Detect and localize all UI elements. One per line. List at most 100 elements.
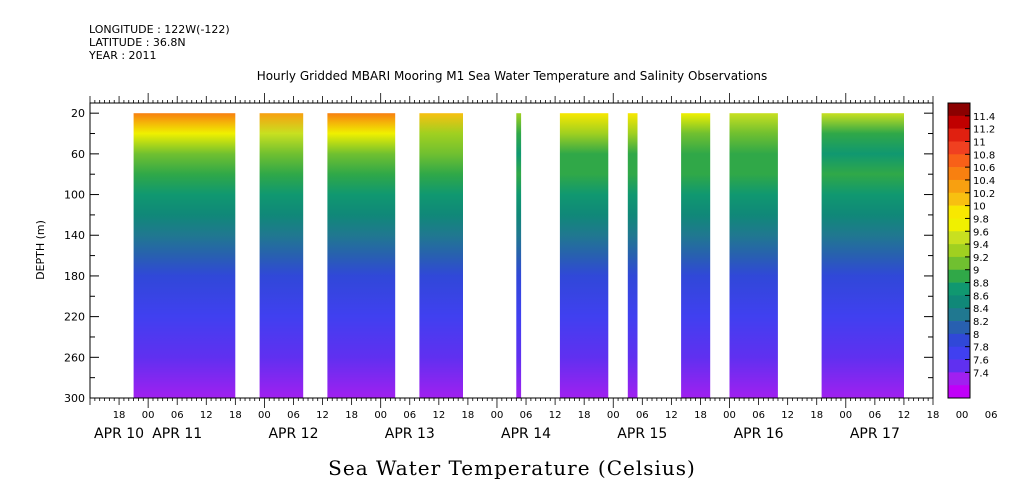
x-hour-label: 12 (549, 410, 562, 421)
y-tick-label: 20 (71, 107, 85, 120)
x-hour-label: 00 (142, 410, 155, 421)
colorbar-swatch (948, 115, 970, 129)
colorbar-label: 10 (973, 202, 986, 213)
year-text: YEAR : 2011 (89, 49, 157, 62)
x-hour-label: 18 (345, 410, 358, 421)
colorbar-frame (947, 102, 971, 399)
colorbar-swatch (948, 321, 970, 335)
colorbar-label: 8.8 (973, 279, 989, 290)
colorbar-swatch (948, 218, 970, 232)
x-hour-label: 18 (462, 410, 475, 421)
colorbar-label: 8.6 (973, 291, 989, 302)
colorbar-swatch (948, 244, 970, 258)
x-hour-label: 06 (752, 410, 765, 421)
colorbar-label: 9.6 (973, 227, 989, 238)
x-day-label: APR 13 (385, 426, 435, 442)
colorbar-swatch (948, 333, 970, 347)
x-hour-label: 18 (229, 410, 242, 421)
latitude-text: LATITUDE : 36.8N (89, 36, 186, 49)
colorbar-swatch (948, 372, 970, 386)
colorbar-swatch (948, 256, 970, 271)
colorbar-swatch (948, 128, 970, 142)
colorbar-swatch (948, 282, 970, 296)
colorbar-swatch (948, 167, 970, 181)
colorbar-label: 10.4 (973, 176, 995, 187)
x-hour-label: 12 (316, 410, 329, 421)
x-hour-label: 00 (607, 410, 620, 421)
colorbar-label: 9.4 (973, 240, 989, 251)
data-segment (133, 113, 236, 398)
chart-title: Hourly Gridded MBARI Mooring M1 Sea Wate… (257, 69, 768, 83)
x-hour-label: 06 (403, 410, 416, 421)
data-segment (516, 113, 522, 398)
bottom-title: Sea Water Temperature (Celsius) (328, 456, 696, 480)
colorbar-swatch (948, 192, 970, 206)
x-hour-label: 18 (694, 410, 707, 421)
x-day-label: APR 14 (501, 426, 551, 442)
x-hour-label: 00 (723, 410, 736, 421)
colorbar-swatch (948, 231, 970, 245)
y-tick-label: 260 (64, 351, 85, 364)
colorbar-swatch (948, 179, 970, 194)
colorbar-label: 10.6 (973, 163, 995, 174)
x-hour-label: 00 (491, 410, 504, 421)
colorbar-label: 7.8 (973, 343, 989, 354)
y-tick-label: 300 (64, 392, 85, 405)
x-day-label: APR 15 (617, 426, 667, 442)
x-hour-label: 18 (927, 410, 940, 421)
colorbar-swatch (948, 141, 970, 155)
x-hour-label: 00 (374, 410, 387, 421)
y-tick-label: 100 (64, 189, 85, 202)
colorbar-label: 11.4 (973, 112, 995, 123)
x-hour-label: 12 (200, 410, 213, 421)
y-axis-label: DEPTH (m) (34, 220, 47, 280)
colorbar-label: 8.4 (973, 304, 989, 315)
data-segment (259, 113, 304, 398)
x-hour-label: 12 (898, 410, 911, 421)
data-segment (821, 113, 904, 398)
x-hour-label: 12 (432, 410, 445, 421)
colorbar-label: 9.2 (973, 253, 989, 264)
x-hour-label: 06 (520, 410, 533, 421)
x-day-label: APR 12 (268, 426, 318, 442)
data-segment (729, 113, 778, 398)
longitude-text: LONGITUDE : 122W(-122) (89, 23, 230, 36)
x-day-label: APR 16 (734, 426, 784, 442)
colorbar-label: 11.2 (973, 125, 995, 136)
x-hour-label: 00 (839, 410, 852, 421)
colorbar-swatch (948, 269, 970, 283)
colorbar-label: 7.6 (973, 356, 989, 367)
x-day-label: APR 17 (850, 426, 900, 442)
colorbar-swatch (948, 103, 970, 117)
x-hour-label: 06 (287, 410, 300, 421)
data-segments (133, 113, 904, 398)
x-hour-label: 00 (956, 410, 969, 421)
data-segment (327, 113, 396, 398)
x-hour-label: 06 (868, 410, 881, 421)
x-hour-label: 06 (171, 410, 184, 421)
colorbar-swatch (948, 308, 970, 322)
x-hour-label: 12 (781, 410, 794, 421)
x-hour-label: 18 (113, 410, 126, 421)
x-day-label: APR 11 (152, 426, 202, 442)
colorbar-label: 9 (973, 266, 979, 277)
colorbar: 11.4 11.211 10.8 10.6 10.4 10.2 109.8 9.6 9.4 9.2… (947, 102, 995, 399)
x-day-label: APR 10 (94, 426, 144, 442)
data-segment (559, 113, 609, 398)
y-tick-label: 220 (64, 311, 85, 324)
data-segment (627, 113, 638, 398)
y-tick-label: 60 (71, 148, 85, 161)
x-hour-label: 06 (985, 410, 998, 421)
colorbar-label: 10.2 (973, 189, 995, 200)
x-hour-label: 18 (578, 410, 591, 421)
colorbar-label: 8 (973, 330, 979, 341)
axis-ticks: 20 60 100 140 180 220 260 300 18 00 06 12 18 00 06 12 18… (64, 93, 998, 442)
colorbar-label: 8.2 (973, 317, 989, 328)
colorbar-label: 7.4 (973, 368, 989, 379)
colorbar-label: 11 (973, 137, 986, 148)
x-hour-label: 12 (665, 410, 678, 421)
x-hour-label: 06 (636, 410, 649, 421)
colorbar-label: 9.8 (973, 214, 989, 225)
x-hour-label: 00 (258, 410, 271, 421)
